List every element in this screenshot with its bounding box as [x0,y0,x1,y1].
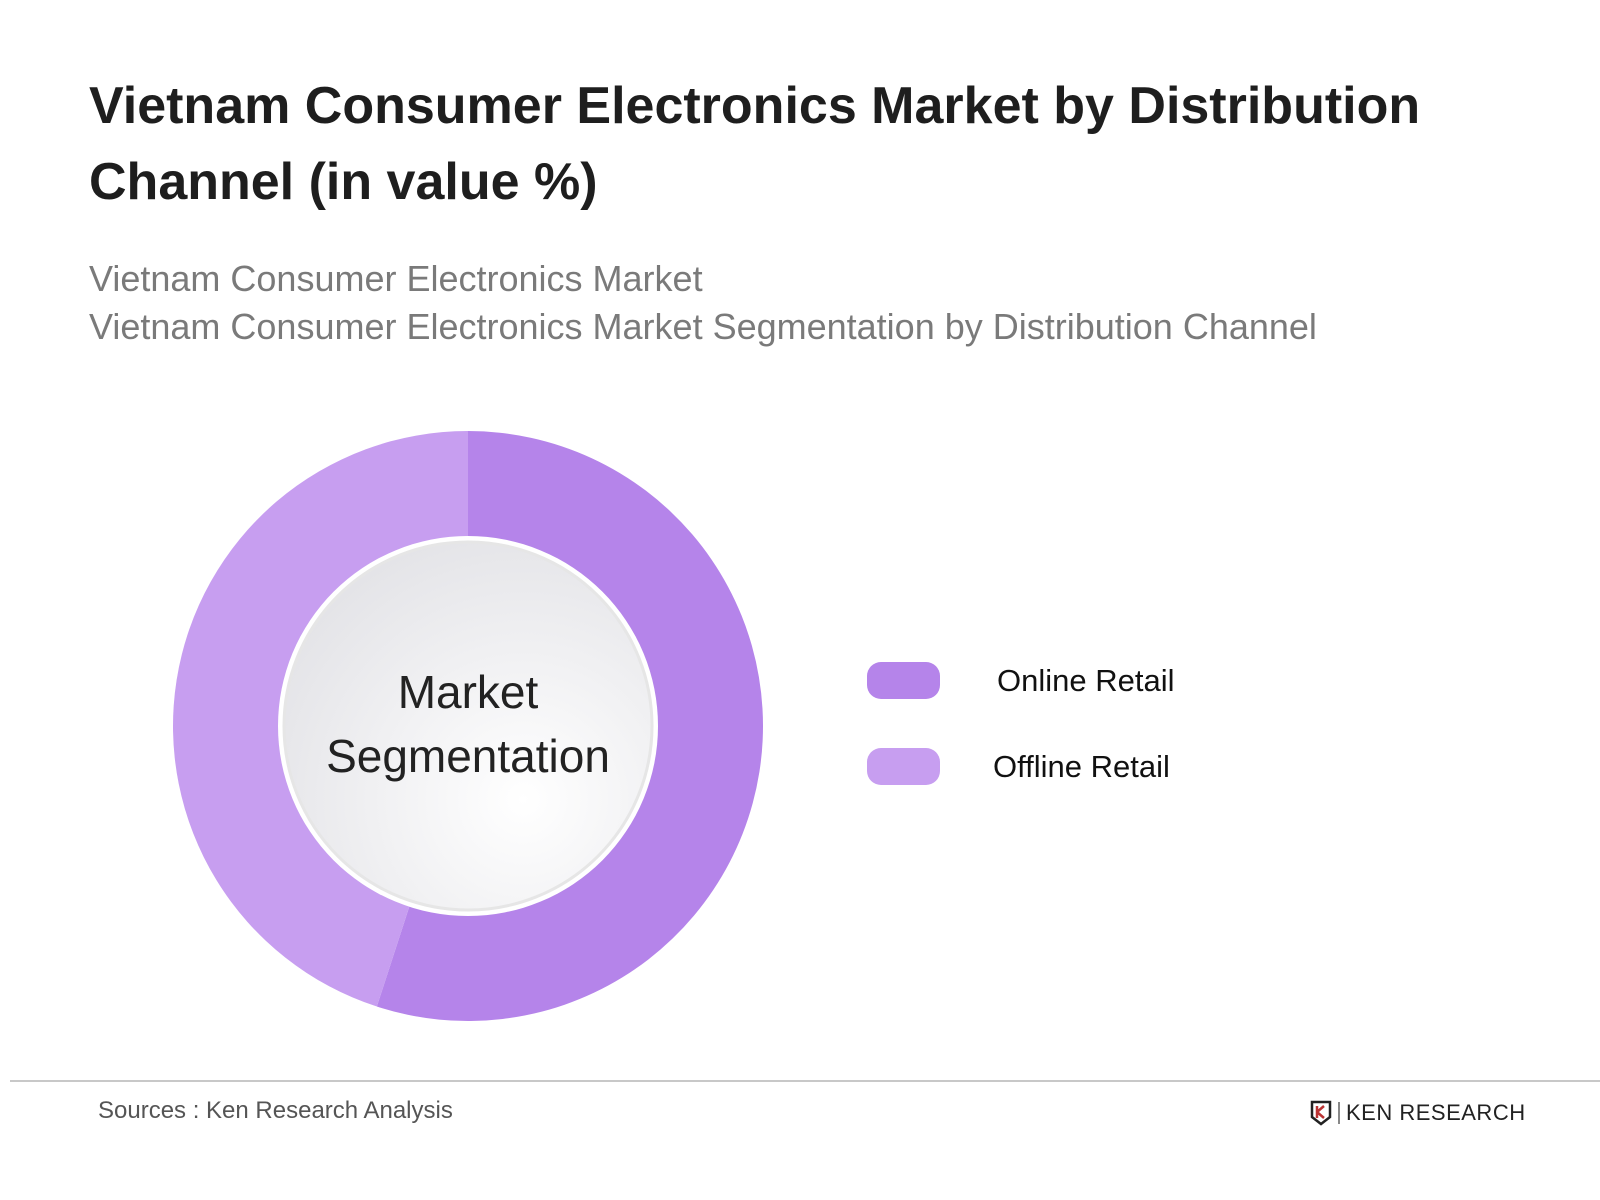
legend-swatch-online-retail [867,662,940,699]
center-label-line-1: Market [397,666,539,718]
subtitle-line-2: Vietnam Consumer Electronics Market Segm… [89,306,1317,347]
center-label-line-2: Segmentation [326,730,610,782]
ken-research-logo-icon [1310,1100,1332,1126]
ken-research-logo: KEN RESEARCH [1310,1100,1526,1126]
center-disc [282,540,654,912]
source-note: Sources : Ken Research Analysis [98,1097,453,1124]
legend-label-offline-retail: Offline Retail [993,748,1170,784]
center-label: Market Segmentation [268,660,668,788]
legend-item-offline-retail[interactable]: Offline Retail [867,748,1170,785]
chart-title: Vietnam Consumer Electronics Market by D… [89,77,1421,211]
ken-research-logo-text: KEN RESEARCH [1346,1100,1526,1125]
legend-swatch-offline-retail [867,748,940,785]
subtitle-line-1: Vietnam Consumer Electronics Market [89,258,703,299]
legend-label-online-retail: Online Retail [997,662,1175,698]
footer-divider [10,1080,1600,1082]
legend-item-online-retail[interactable]: Online Retail [867,662,1174,699]
